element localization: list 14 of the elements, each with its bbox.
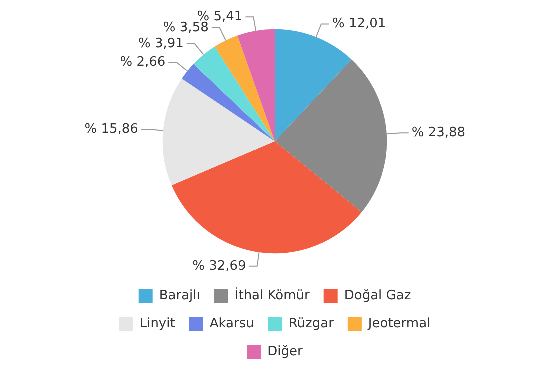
legend-label: Jeotermal xyxy=(367,316,431,332)
data-label: % 2,66 xyxy=(120,54,166,70)
legend-label: Barajlı xyxy=(159,288,200,304)
legend-label: Rüzgar xyxy=(288,316,335,332)
legend-label: Akarsu xyxy=(210,316,254,332)
data-label: % 32,69 xyxy=(192,258,246,274)
legend-label: İthal Kömür xyxy=(234,287,311,304)
data-label: % 23,88 xyxy=(412,126,466,141)
legend-label: Diğer xyxy=(268,344,304,360)
legend-label: Linyit xyxy=(140,316,176,332)
data-label: % 12,01 xyxy=(332,16,386,32)
data-label: % 15,86 xyxy=(84,122,138,137)
data-label: % 3,91 xyxy=(138,36,184,52)
legend-label: Doğal Gaz xyxy=(344,288,412,304)
